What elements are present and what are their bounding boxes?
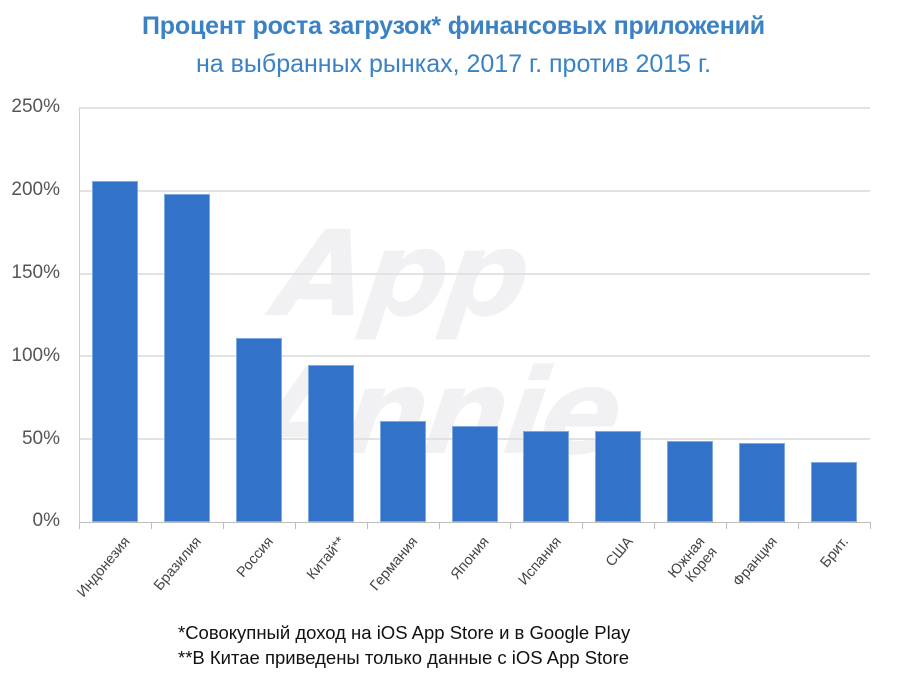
bar — [236, 338, 282, 522]
gridline — [79, 107, 870, 109]
bar — [739, 443, 785, 522]
footnote-2: **В Китае приведены только данные с iOS … — [178, 647, 630, 668]
x-tick — [726, 522, 727, 529]
x-tick — [510, 522, 511, 529]
gridline — [79, 355, 870, 358]
bar — [667, 441, 713, 522]
gridline — [79, 189, 870, 192]
y-tick-label: 250% — [11, 96, 60, 117]
bar — [164, 194, 210, 522]
bar — [380, 421, 426, 522]
x-tick-label: Брит. — [817, 534, 853, 571]
bar — [308, 365, 354, 522]
x-tick-label: США — [602, 534, 637, 570]
bar — [452, 426, 498, 522]
x-tick-label: Россия — [234, 534, 278, 581]
y-tick-label: 150% — [11, 262, 60, 283]
y-axis-line — [79, 108, 80, 524]
x-tick-label: Япония — [448, 534, 493, 583]
y-tick-label: 0% — [32, 510, 60, 531]
x-tick-label: Южная Корея — [665, 534, 721, 586]
chart-subtitle: на выбранных рынках, 2017 г. против 2015… — [195, 50, 712, 78]
x-tick-label: Испания — [515, 534, 565, 589]
x-tick-label: Германия — [366, 534, 421, 595]
bar — [523, 431, 569, 522]
gridline — [79, 272, 870, 275]
x-tick-label: Индонезия — [73, 534, 134, 601]
y-tick-label: 100% — [11, 345, 60, 366]
x-tick — [870, 522, 871, 529]
x-tick — [367, 522, 368, 529]
x-tick-label: Китай** — [304, 534, 349, 583]
bar — [595, 431, 641, 522]
x-tick-label: Франция — [729, 534, 781, 590]
x-tick — [151, 522, 152, 529]
x-tick — [295, 522, 296, 529]
x-tick — [439, 522, 440, 529]
y-tick-label: 50% — [21, 428, 60, 449]
bar — [811, 462, 857, 522]
x-tick — [79, 522, 80, 529]
footnote-1: *Совокупный доход на iOS App Store и в G… — [178, 622, 631, 643]
x-tick — [582, 522, 583, 529]
x-tick — [798, 522, 799, 529]
x-tick — [223, 522, 224, 529]
x-tick — [654, 522, 655, 529]
chart-title: Процент роста загрузок* финансовых прило… — [142, 12, 765, 40]
y-tick-label: 200% — [11, 179, 60, 200]
x-axis-line — [79, 522, 870, 523]
bar — [92, 181, 138, 522]
x-tick-label: Бразилия — [151, 534, 206, 594]
